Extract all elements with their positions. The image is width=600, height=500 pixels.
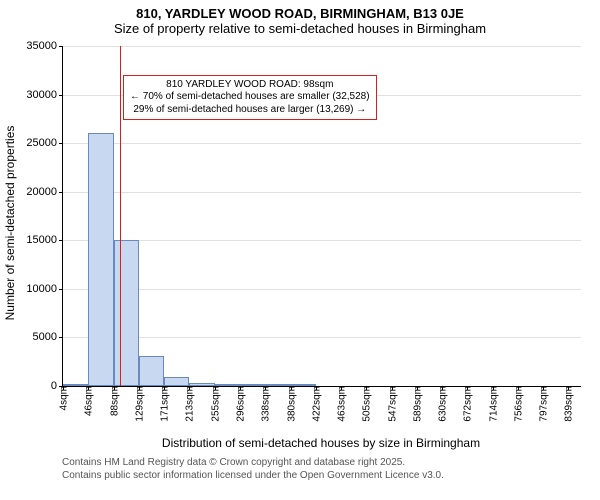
xtick-label: 422sqm (309, 386, 322, 422)
xtick-label: 547sqm (385, 386, 398, 422)
xtick-label: 463sqm (334, 386, 347, 422)
chart-title-sub: Size of property relative to semi-detach… (0, 21, 600, 40)
xtick-label: 213sqm (183, 386, 196, 422)
plot-area: 050001000015000200002500030000350004sqm4… (62, 46, 581, 387)
xtick-label: 797sqm (536, 386, 549, 422)
xtick-label: 338sqm (259, 386, 272, 422)
gridline (63, 289, 581, 290)
histogram-bar (139, 356, 164, 386)
annotation-line: 810 YARDLEY WOOD ROAD: 98sqm (130, 79, 370, 92)
xtick-label: 88sqm (107, 386, 120, 416)
footer-line-1: Contains HM Land Registry data © Crown c… (62, 456, 444, 469)
annotation-box: 810 YARDLEY WOOD ROAD: 98sqm← 70% of sem… (123, 75, 377, 121)
ytick-label: 10000 (26, 283, 63, 295)
chart-container: 810, YARDLEY WOOD ROAD, BIRMINGHAM, B13 … (0, 0, 600, 500)
ytick-label: 25000 (26, 137, 63, 149)
chart-title-main: 810, YARDLEY WOOD ROAD, BIRMINGHAM, B13 … (0, 0, 600, 21)
xtick-label: 296sqm (233, 386, 246, 422)
histogram-bar (88, 133, 113, 386)
gridline (63, 192, 581, 193)
xtick-label: 839sqm (562, 386, 575, 422)
gridline (63, 240, 581, 241)
ytick-label: 15000 (26, 234, 63, 246)
xtick-label: 380sqm (284, 386, 297, 422)
xtick-label: 505sqm (360, 386, 373, 422)
gridline (63, 337, 581, 338)
histogram-bar (164, 377, 189, 386)
xtick-label: 672sqm (461, 386, 474, 422)
annotation-line: ← 70% of semi-detached houses are smalle… (130, 91, 370, 104)
xtick-label: 4sqm (57, 386, 70, 410)
xtick-label: 171sqm (158, 386, 171, 422)
ytick-label: 20000 (26, 186, 63, 198)
gridline (63, 46, 581, 47)
xtick-label: 630sqm (435, 386, 448, 422)
chart-footer: Contains HM Land Registry data © Crown c… (62, 456, 444, 482)
xtick-label: 129sqm (132, 386, 145, 422)
histogram-bar (114, 240, 139, 386)
xtick-label: 756sqm (512, 386, 525, 422)
xtick-label: 46sqm (82, 386, 95, 416)
xtick-label: 714sqm (486, 386, 499, 422)
footer-line-2: Contains public sector information licen… (62, 469, 444, 482)
x-axis-label: Distribution of semi-detached houses by … (62, 436, 580, 450)
gridline (63, 143, 581, 144)
annotation-line: 29% of semi-detached houses are larger (… (130, 104, 370, 117)
ytick-label: 35000 (26, 40, 63, 52)
xtick-label: 255sqm (208, 386, 221, 422)
ytick-label: 30000 (26, 89, 63, 101)
marker-line (120, 46, 122, 386)
y-axis-label: Number of semi-detached properties (3, 53, 17, 393)
ytick-label: 5000 (33, 331, 63, 343)
xtick-label: 589sqm (411, 386, 424, 422)
